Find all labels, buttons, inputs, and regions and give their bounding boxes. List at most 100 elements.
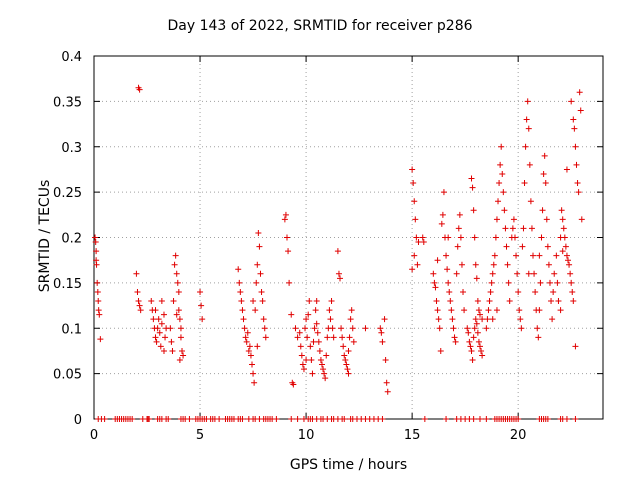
data-point [538,234,545,241]
data-point [345,347,352,354]
data-point [455,225,462,232]
data-point [384,388,391,395]
data-point [330,334,337,341]
data-point [515,288,522,295]
data-point [517,316,524,323]
data-point [502,225,509,232]
data-point [421,416,428,422]
data-point [470,207,477,214]
data-point [490,261,497,268]
data-point [496,180,503,187]
data-point [540,170,547,177]
data-point [471,325,478,332]
data-point [527,198,534,205]
data-point [243,338,250,345]
data-point [94,279,101,286]
data-point [484,316,491,323]
data-point [412,216,419,223]
data-point [383,379,390,386]
data-point [246,343,253,350]
data-point [559,216,566,223]
data-point [476,343,483,350]
data-point [454,243,461,250]
data-point [475,338,482,345]
data-point [436,325,443,332]
data-point [241,325,248,332]
data-point [525,125,532,132]
data-point [197,288,204,295]
data-point [467,343,474,350]
data-point [451,334,458,341]
data-point [443,416,450,422]
data-point [577,107,584,114]
chart-title: Day 143 of 2022, SRMTID for receiver p28… [167,18,473,34]
data-point [329,325,336,332]
data-point [486,298,493,305]
data-point [522,143,529,150]
data-point [93,248,100,255]
data-point [444,266,451,273]
data-point [343,361,350,368]
data-point [572,416,579,422]
data-point [450,325,457,332]
data-point [381,316,388,323]
data-point [258,288,265,295]
data-point [314,329,321,336]
data-point [95,298,102,305]
data-point [315,338,322,345]
data-point [177,334,184,341]
data-point [312,307,319,314]
data-point [240,316,247,323]
data-point [296,329,303,336]
data-point [469,184,476,191]
data-point [472,316,479,323]
data-point [526,161,533,168]
data-point [476,416,483,422]
data-point [335,270,342,277]
data-point [536,252,543,259]
data-point [432,284,439,291]
data-point [349,325,356,332]
data-point [347,316,354,323]
data-point [471,234,478,241]
data-point [415,239,422,246]
data-point [572,343,579,350]
data-point [559,248,566,255]
data-point [503,243,510,250]
data-point [377,325,384,332]
data-point [176,316,183,323]
data-point [340,343,347,350]
data-point [305,311,312,318]
data-point [282,211,289,218]
data-point [238,298,245,305]
data-point [152,307,159,314]
data-point [304,334,311,341]
data-point [464,325,471,332]
y-tick-label: 0.35 [53,95,82,110]
data-point [158,298,165,305]
data-point [566,261,573,268]
data-point [500,189,507,196]
data-point [409,166,416,173]
y-tick-label: 0.3 [61,141,82,156]
data-point [470,416,477,422]
data-point [410,180,417,187]
data-point [557,307,564,314]
data-point [472,261,479,268]
data-point [497,161,504,168]
data-point [311,325,318,332]
data-point [572,143,579,150]
data-point [283,234,290,241]
data-point [510,216,517,223]
data-point [137,307,144,314]
data-point [334,248,341,255]
data-point [299,361,306,368]
x-tick-label: 5 [196,428,204,443]
data-point [555,298,562,305]
data-point [157,343,164,350]
y-tick-label: 0.05 [53,368,82,383]
data-point [478,347,485,354]
data-point [175,288,182,295]
data-point [409,266,416,273]
data-point [562,243,569,250]
